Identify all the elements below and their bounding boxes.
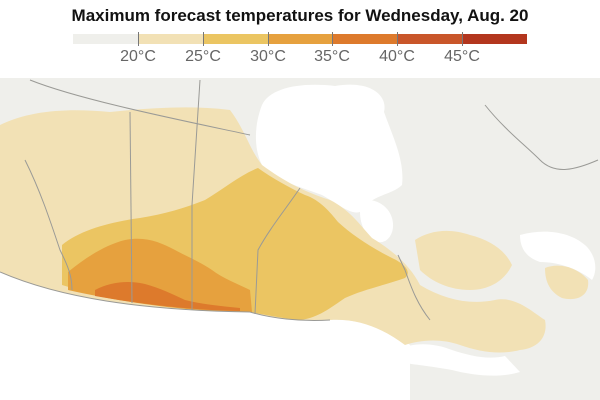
united-states-area <box>0 272 410 400</box>
temp-zone-20-25-nb <box>545 265 589 300</box>
province-borders <box>0 79 599 322</box>
legend-swatch-20-25 <box>137 34 203 44</box>
legend-label-35: 35°C <box>314 48 350 65</box>
us-canada-border <box>0 271 331 322</box>
sask-manitoba-border <box>191 79 201 310</box>
legend-label-40: 40°C <box>379 48 415 65</box>
legend-tick <box>462 32 463 46</box>
quebec-labrador-border <box>484 104 599 170</box>
alberta-sask-border <box>129 111 133 304</box>
legend-tick <box>138 32 139 46</box>
legend-label-20: 20°C <box>120 48 156 65</box>
manitoba-ontario-border <box>254 187 301 315</box>
legend-label-45: 45°C <box>444 48 480 65</box>
map-title: Maximum forecast temperatures for Wednes… <box>71 6 529 25</box>
legend-swatch-25-30 <box>202 34 268 44</box>
temp-zone-35-40 <box>95 282 240 311</box>
legend-swatch-40-45 <box>397 34 463 44</box>
gulf-st-lawrence <box>520 231 596 280</box>
legend-color-bar <box>73 34 528 44</box>
legend-swatch-above-45 <box>462 34 528 44</box>
great-lakes-water <box>392 344 520 376</box>
temperature-legend: 20°C 25°C 30°C 35°C 40°C 45°C <box>0 32 600 72</box>
hudson-bay <box>255 84 403 213</box>
legend-tick <box>268 32 269 46</box>
legend-tick <box>397 32 398 46</box>
legend-tick <box>203 32 204 46</box>
legend-label-30: 30°C <box>250 48 286 65</box>
legend-swatch-30-35 <box>267 34 333 44</box>
legend-swatch-35-40 <box>332 34 398 44</box>
legend-label-25: 25°C <box>185 48 221 65</box>
temp-zone-20-25-east <box>415 230 512 290</box>
james-bay <box>360 199 394 243</box>
legend-tick <box>332 32 333 46</box>
territories-border <box>29 79 251 136</box>
bc-alberta-border <box>24 159 73 291</box>
legend-swatch-below-20 <box>73 34 138 44</box>
ontario-quebec-border <box>397 254 431 321</box>
